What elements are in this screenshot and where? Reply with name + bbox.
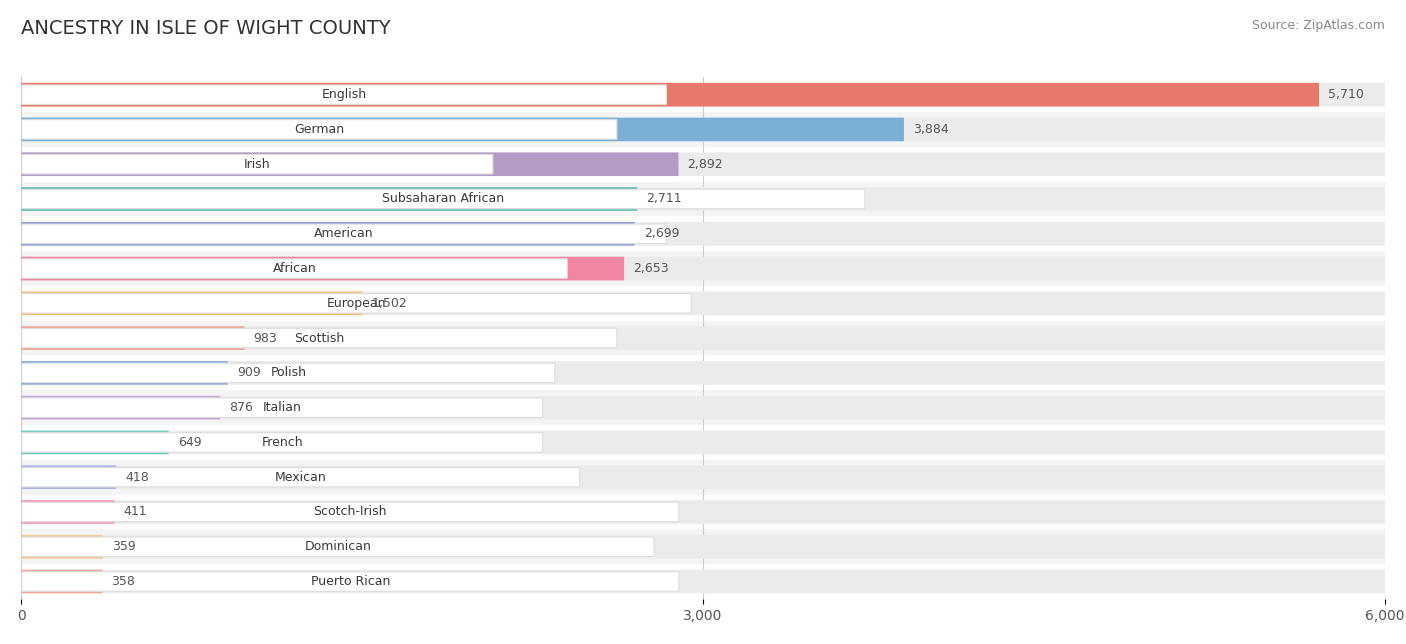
Bar [21, 112, 1385, 147]
FancyBboxPatch shape [21, 361, 228, 384]
FancyBboxPatch shape [21, 83, 1385, 106]
Bar [21, 495, 1385, 529]
Bar [21, 321, 1385, 355]
FancyBboxPatch shape [21, 259, 567, 278]
FancyBboxPatch shape [21, 537, 654, 556]
FancyBboxPatch shape [21, 222, 634, 245]
FancyBboxPatch shape [21, 257, 1385, 280]
FancyBboxPatch shape [21, 292, 1385, 315]
FancyBboxPatch shape [21, 431, 1385, 454]
FancyBboxPatch shape [21, 257, 624, 280]
Text: Scotch-Irish: Scotch-Irish [314, 506, 387, 518]
FancyBboxPatch shape [21, 118, 904, 141]
FancyBboxPatch shape [21, 396, 1385, 419]
Text: Dominican: Dominican [305, 540, 371, 553]
Text: 418: 418 [125, 471, 149, 484]
Bar [21, 147, 1385, 182]
FancyBboxPatch shape [21, 535, 1385, 558]
Text: Italian: Italian [263, 401, 301, 414]
FancyBboxPatch shape [21, 500, 114, 524]
Text: 2,699: 2,699 [644, 227, 679, 240]
Text: African: African [273, 262, 316, 275]
Bar [21, 251, 1385, 286]
Text: 3,884: 3,884 [912, 123, 949, 136]
Text: Subsaharan African: Subsaharan African [382, 193, 505, 205]
FancyBboxPatch shape [21, 572, 679, 591]
FancyBboxPatch shape [21, 570, 103, 593]
Text: French: French [262, 436, 302, 449]
Text: Scottish: Scottish [294, 332, 344, 345]
Text: 411: 411 [124, 506, 148, 518]
Bar [21, 182, 1385, 216]
FancyBboxPatch shape [21, 187, 1385, 211]
Bar [21, 390, 1385, 425]
Bar [21, 529, 1385, 564]
FancyBboxPatch shape [21, 468, 579, 487]
FancyBboxPatch shape [21, 120, 617, 139]
Bar [21, 216, 1385, 251]
FancyBboxPatch shape [21, 292, 363, 315]
FancyBboxPatch shape [21, 363, 555, 383]
FancyBboxPatch shape [21, 502, 679, 522]
FancyBboxPatch shape [21, 466, 117, 489]
Text: 5,710: 5,710 [1329, 88, 1364, 101]
Text: 359: 359 [112, 540, 135, 553]
Text: 2,711: 2,711 [647, 193, 682, 205]
FancyBboxPatch shape [21, 535, 103, 558]
FancyBboxPatch shape [21, 118, 1385, 141]
Bar [21, 355, 1385, 390]
FancyBboxPatch shape [21, 466, 1385, 489]
FancyBboxPatch shape [21, 294, 692, 313]
Bar [21, 77, 1385, 112]
FancyBboxPatch shape [21, 187, 637, 211]
FancyBboxPatch shape [21, 155, 494, 174]
FancyBboxPatch shape [21, 500, 1385, 524]
Bar [21, 564, 1385, 599]
Text: Puerto Rican: Puerto Rican [311, 575, 389, 588]
FancyBboxPatch shape [21, 189, 865, 209]
Text: 983: 983 [253, 332, 277, 345]
FancyBboxPatch shape [21, 361, 1385, 384]
Bar [21, 286, 1385, 321]
Text: American: American [315, 227, 374, 240]
FancyBboxPatch shape [21, 327, 1385, 350]
FancyBboxPatch shape [21, 570, 1385, 593]
Bar [21, 425, 1385, 460]
Text: European: European [326, 297, 387, 310]
Text: 649: 649 [177, 436, 201, 449]
Text: ANCESTRY IN ISLE OF WIGHT COUNTY: ANCESTRY IN ISLE OF WIGHT COUNTY [21, 19, 391, 39]
Text: 2,653: 2,653 [633, 262, 669, 275]
Text: Source: ZipAtlas.com: Source: ZipAtlas.com [1251, 19, 1385, 32]
FancyBboxPatch shape [21, 398, 543, 417]
Text: Polish: Polish [270, 366, 307, 379]
Bar [21, 460, 1385, 495]
Text: Irish: Irish [245, 158, 270, 171]
FancyBboxPatch shape [21, 328, 617, 348]
Text: 2,892: 2,892 [688, 158, 723, 171]
Text: 909: 909 [236, 366, 260, 379]
FancyBboxPatch shape [21, 153, 1385, 176]
Text: English: English [322, 88, 367, 101]
FancyBboxPatch shape [21, 224, 666, 243]
FancyBboxPatch shape [21, 85, 666, 104]
FancyBboxPatch shape [21, 222, 1385, 245]
FancyBboxPatch shape [21, 153, 679, 176]
Text: German: German [294, 123, 344, 136]
Text: 1,502: 1,502 [371, 297, 408, 310]
FancyBboxPatch shape [21, 327, 245, 350]
FancyBboxPatch shape [21, 431, 169, 454]
FancyBboxPatch shape [21, 433, 543, 452]
FancyBboxPatch shape [21, 83, 1319, 106]
Text: 358: 358 [111, 575, 135, 588]
Text: 876: 876 [229, 401, 253, 414]
FancyBboxPatch shape [21, 396, 221, 419]
Text: Mexican: Mexican [274, 471, 326, 484]
